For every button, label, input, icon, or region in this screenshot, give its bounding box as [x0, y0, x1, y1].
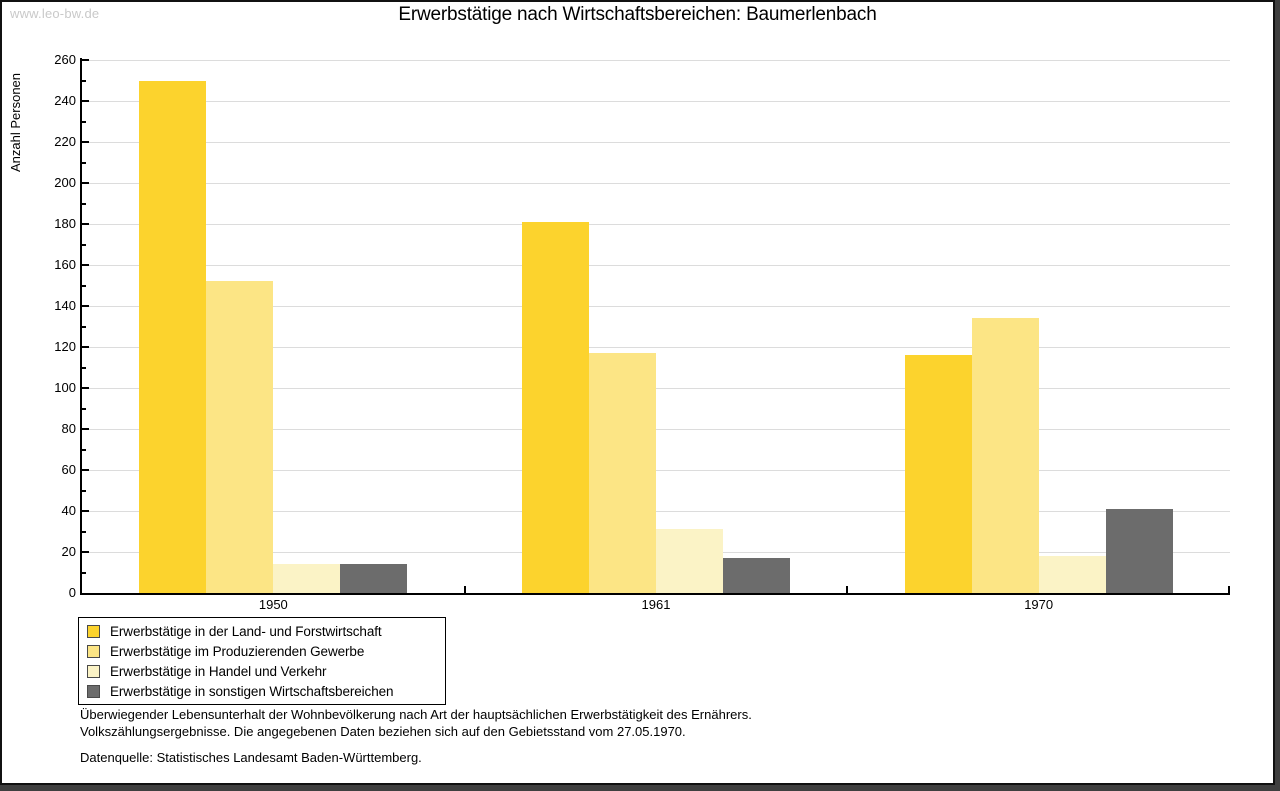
- bar: [273, 564, 341, 593]
- x-tick: [463, 586, 466, 593]
- gridline: [82, 60, 1230, 61]
- footnote: Überwiegender Lebensunterhalt der Wohnbe…: [80, 707, 752, 740]
- x-tick-label: 1961: [641, 597, 671, 612]
- y-minor-tick: [82, 120, 86, 123]
- legend-label: Erwerbstätige im Produzierenden Gewerbe: [110, 643, 365, 659]
- legend-item: Erwerbstätige in sonstigen Wirtschaftsbe…: [87, 681, 437, 701]
- y-tick-label: 60: [61, 462, 76, 477]
- gridline: [82, 429, 1230, 430]
- y-tick-label: 120: [54, 339, 76, 354]
- y-minor-tick: [82, 489, 86, 492]
- y-minor-tick: [82, 202, 86, 205]
- bar: [656, 529, 723, 593]
- x-tick: [1228, 586, 1230, 593]
- legend-swatch: [87, 684, 100, 698]
- gridline: [82, 347, 1230, 348]
- gridline: [82, 511, 1230, 512]
- y-tick-label: 180: [54, 216, 76, 231]
- x-axis-line: [80, 593, 1230, 595]
- y-major-tick: [82, 141, 89, 143]
- legend-item: Erwerbstätige im Produzierenden Gewerbe: [87, 641, 437, 661]
- y-tick-label: 220: [54, 134, 76, 149]
- legend-item: Erwerbstätige in der Land- und Forstwirt…: [87, 621, 437, 641]
- chart-title: Erwerbstätige nach Wirtschaftsbereichen:…: [398, 4, 877, 25]
- gridline: [82, 470, 1230, 471]
- bar: [971, 318, 1039, 593]
- y-major-tick: [82, 346, 89, 348]
- y-major-tick: [82, 469, 89, 471]
- y-tick-label: 80: [61, 421, 76, 436]
- bar: [340, 564, 408, 593]
- x-axis-tick-labels: 1950 1961 1970: [82, 597, 1230, 613]
- bar: [139, 80, 207, 593]
- y-minor-tick: [82, 571, 86, 574]
- y-major-tick: [82, 305, 89, 307]
- y-major-tick: [82, 59, 89, 61]
- footnote-line1: Überwiegender Lebensunterhalt der Wohnbe…: [80, 707, 752, 722]
- y-tick-label: 40: [61, 503, 76, 518]
- legend-label: Erwerbstätige in sonstigen Wirtschaftsbe…: [110, 683, 394, 699]
- y-tick-label: 160: [54, 257, 76, 272]
- gridline: [82, 306, 1230, 307]
- gridline: [82, 101, 1230, 102]
- y-minor-tick: [82, 366, 86, 369]
- y-tick-label: 100: [54, 380, 76, 395]
- bar: [589, 353, 656, 593]
- y-tick-label: 260: [54, 52, 76, 67]
- y-minor-tick: [82, 161, 86, 164]
- y-tick-label: 0: [68, 585, 76, 600]
- legend-label: Erwerbstätige in Handel und Verkehr: [110, 663, 327, 679]
- gridline: [82, 183, 1230, 184]
- y-minor-tick: [82, 325, 86, 328]
- y-major-tick: [82, 182, 89, 184]
- bar: [206, 281, 274, 593]
- y-major-tick: [82, 264, 89, 266]
- bar: [1105, 508, 1173, 593]
- y-tick-label: 20: [61, 544, 76, 559]
- y-major-tick: [82, 551, 89, 553]
- x-tick-label: 1970: [1024, 597, 1054, 612]
- legend-label: Erwerbstätige in der Land- und Forstwirt…: [110, 623, 382, 639]
- y-minor-tick: [82, 79, 86, 82]
- y-major-tick: [82, 100, 89, 102]
- y-major-tick: [82, 223, 89, 225]
- y-major-tick: [82, 387, 89, 389]
- y-minor-tick: [82, 284, 86, 287]
- y-minor-tick: [82, 530, 86, 533]
- legend-item: Erwerbstätige in Handel und Verkehr: [87, 661, 437, 681]
- x-tick-label: 1950: [258, 597, 288, 612]
- bar: [522, 221, 589, 593]
- y-tick-label: 240: [54, 93, 76, 108]
- bar: [904, 355, 972, 593]
- footnote-line2: Volkszählungsergebnisse. Die angegebenen…: [80, 723, 686, 739]
- y-axis-line: [80, 58, 82, 595]
- gridline: [82, 265, 1230, 266]
- y-tick-label: 140: [54, 298, 76, 313]
- watermark-text: www.leo-bw.de: [10, 6, 100, 21]
- gridline: [82, 388, 1230, 389]
- bar: [1038, 556, 1106, 593]
- legend: Erwerbstätige in der Land- und Forstwirt…: [78, 617, 446, 705]
- legend-swatch: [87, 664, 100, 678]
- legend-swatch: [87, 644, 100, 658]
- y-major-tick: [82, 510, 89, 512]
- y-axis-tick-labels: 0 20 40 60 80 100 120 140 160 180 200 220 240 260: [0, 52, 76, 600]
- y-minor-tick: [82, 243, 86, 246]
- data-source: Datenquelle: Statistisches Landesamt Bad…: [80, 750, 422, 765]
- x-tick: [846, 586, 849, 593]
- gridline: [82, 142, 1230, 143]
- y-major-tick: [82, 428, 89, 430]
- gridline: [82, 224, 1230, 225]
- legend-swatch: [87, 624, 100, 638]
- plot-area: [80, 58, 1230, 595]
- y-minor-tick: [82, 407, 86, 410]
- bar: [723, 558, 790, 593]
- y-minor-tick: [82, 448, 86, 451]
- y-tick-label: 200: [54, 175, 76, 190]
